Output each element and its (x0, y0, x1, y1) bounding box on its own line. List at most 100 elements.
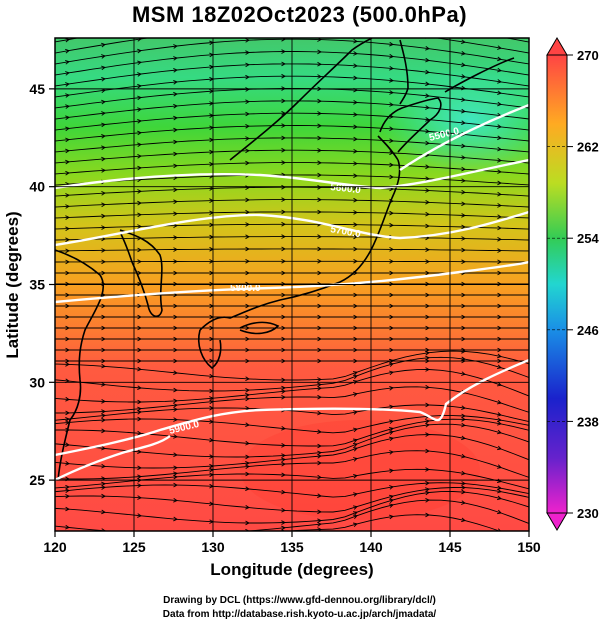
streamline-arrow (353, 234, 358, 240)
streamline-arrow (425, 200, 430, 205)
streamline (55, 174, 529, 186)
streamline-arrow (353, 259, 358, 264)
streamline-arrow (173, 259, 178, 264)
streamline-arrow (65, 204, 70, 209)
streamline-arrow (281, 234, 286, 239)
streamline-arrow (101, 122, 106, 128)
streamline-arrow (173, 516, 178, 522)
streamline-arrow (425, 487, 430, 492)
streamline-arrow (137, 247, 142, 253)
streamline-arrow (317, 386, 322, 391)
contour-5500 (399, 103, 529, 171)
streamline-arrow (245, 38, 250, 43)
contour-label-5600: 5600.0 (330, 182, 362, 196)
streamline-arrow (101, 493, 106, 499)
streamline-arrow (101, 65, 106, 71)
streamline-arrow (65, 303, 70, 309)
streamline-arrow (389, 419, 394, 425)
streamline-arrow (281, 135, 286, 141)
streamline-arrow (461, 314, 466, 320)
streamline-arrow (101, 156, 106, 162)
streamline-arrow (101, 168, 106, 173)
streamline-arrow (497, 292, 502, 298)
streamline-arrow (533, 493, 537, 497)
streamline-arrow (137, 224, 142, 229)
streamline-arrow (461, 236, 466, 241)
streamline-arrow (101, 248, 106, 253)
streamline-arrow (534, 282, 538, 286)
streamline-arrow (461, 51, 466, 56)
streamline-arrow (281, 73, 286, 79)
streamline-arrow (353, 505, 358, 510)
streamline-arrow (497, 303, 502, 309)
streamline-arrow (101, 202, 106, 208)
colorbar-tick-label: 230 (577, 506, 599, 521)
streamline-arrow (497, 314, 502, 320)
streamline (55, 125, 529, 142)
streamline-arrow (461, 356, 466, 362)
streamline-arrow (137, 95, 142, 101)
streamline (55, 434, 529, 469)
streamline-arrow (173, 474, 178, 480)
streamline-arrow (389, 126, 394, 132)
streamline-arrow (101, 303, 106, 309)
streamline-arrow (317, 246, 322, 252)
streamline-arrow (461, 62, 466, 68)
streamline-arrow (352, 457, 358, 462)
streamline-arrow (281, 457, 286, 463)
streamline-arrow (173, 398, 178, 404)
streamline-arrow (245, 303, 250, 309)
streamline-arrow (245, 387, 250, 393)
streamline-arrow (425, 211, 430, 217)
colorbar-bottom-triangle (546, 512, 568, 531)
streamline-arrow (101, 54, 106, 59)
streamline-arrow (281, 197, 286, 202)
streamline-arrow (497, 158, 502, 163)
streamline-arrow (173, 187, 178, 193)
streamline-arrow (65, 358, 70, 364)
streamline-arrow (281, 520, 286, 525)
streamline-arrow (173, 370, 178, 376)
streamline-arrow (317, 382, 322, 388)
streamline-arrow (353, 492, 358, 497)
streamline-arrow (317, 123, 322, 129)
streamline (55, 499, 529, 531)
streamline-arrow (353, 246, 358, 252)
streamline (55, 369, 529, 403)
streamline-arrow (461, 292, 466, 298)
streamline-arrow (534, 293, 538, 297)
streamline-arrow (137, 83, 142, 89)
streamline-arrow (497, 214, 502, 220)
streamline-arrow (389, 66, 394, 71)
streamline-arrow (317, 74, 322, 79)
streamline-arrow (101, 417, 106, 423)
streamline-arrow (137, 474, 142, 479)
streamline-arrow (425, 448, 430, 454)
streamline-arrow (245, 471, 250, 477)
streamline-arrow (245, 281, 250, 287)
streamline-arrow (353, 380, 358, 385)
streamline-arrow (425, 69, 430, 75)
streamline-arrow (281, 303, 286, 309)
streamline-arrow (137, 406, 142, 412)
streamline-arrow (353, 173, 358, 179)
streamline-arrow (245, 62, 250, 68)
streamline-arrow (497, 464, 502, 469)
streamline-arrow (497, 67, 502, 73)
streamline-arrow (173, 151, 178, 157)
streamlines (55, 38, 538, 531)
streamline-arrow (173, 407, 178, 412)
streamline-arrow (461, 422, 466, 428)
streamline-arrow (101, 509, 106, 515)
grid-lines (55, 38, 529, 531)
streamline-arrow (461, 178, 466, 183)
streamline-arrow (65, 193, 70, 198)
streamline-arrow (101, 133, 106, 139)
streamline-arrow (281, 314, 286, 320)
streamline-arrow (461, 213, 466, 218)
streamline-arrow (101, 111, 106, 116)
streamline-arrow (461, 517, 466, 523)
streamline-arrow (461, 325, 466, 331)
streamline (55, 450, 529, 480)
streamline-arrow (65, 137, 70, 143)
